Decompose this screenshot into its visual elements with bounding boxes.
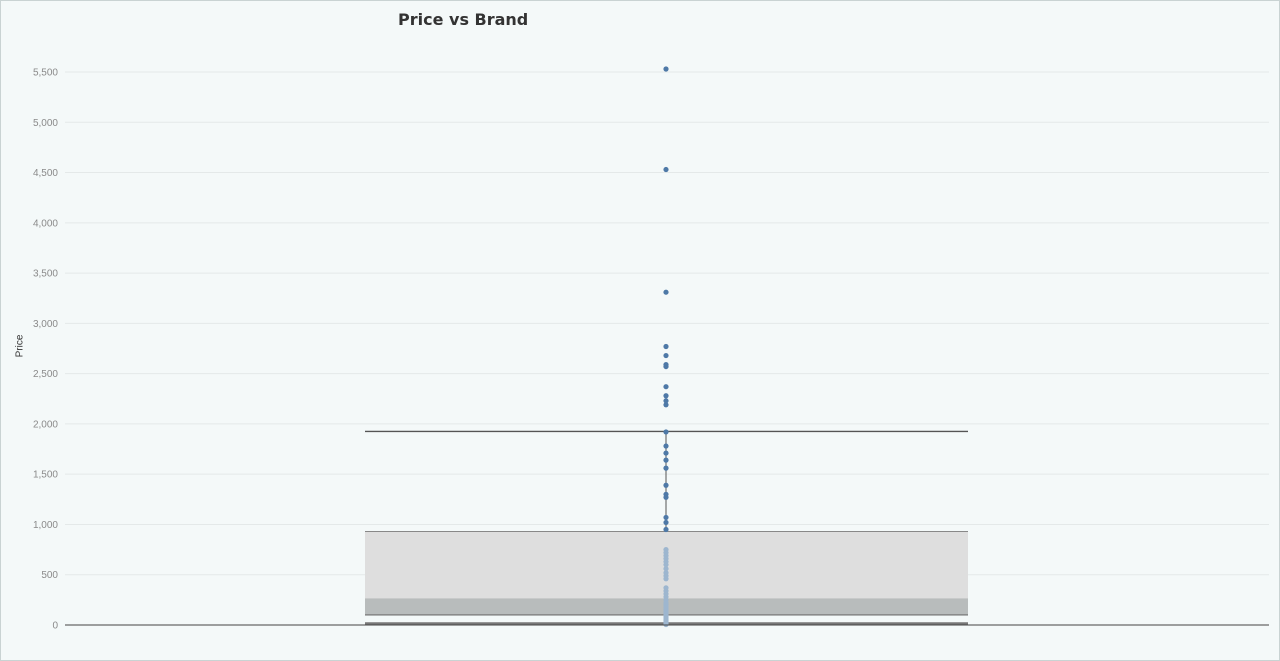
- data-point[interactable]: [663, 402, 669, 408]
- y-tick-label: 1,500: [33, 470, 58, 481]
- data-point[interactable]: [663, 526, 669, 533]
- data-point[interactable]: [663, 465, 669, 471]
- y-tick-label: 4,000: [33, 218, 58, 229]
- y-tick-label: 2,500: [33, 369, 58, 380]
- y-tick-label: 2,000: [33, 419, 58, 430]
- data-point[interactable]: [663, 166, 669, 173]
- data-point[interactable]: [663, 343, 669, 350]
- y-tick-label: 0: [52, 621, 58, 632]
- data-point[interactable]: [663, 514, 669, 521]
- data-point[interactable]: [663, 352, 669, 359]
- chart-title: Price vs Brand: [398, 10, 529, 29]
- data-point[interactable]: [663, 519, 669, 526]
- y-tick-label: 3,500: [33, 269, 58, 280]
- y-tick-label: 1,000: [33, 520, 58, 531]
- data-point[interactable]: [663, 450, 669, 456]
- data-point[interactable]: [663, 566, 669, 572]
- data-point[interactable]: [663, 429, 669, 435]
- data-point[interactable]: [663, 66, 669, 72]
- y-tick-label: 4,500: [33, 168, 58, 179]
- data-point[interactable]: [663, 562, 669, 568]
- data-point[interactable]: [663, 384, 669, 390]
- data-point[interactable]: [663, 363, 669, 370]
- data-point[interactable]: [663, 289, 669, 295]
- y-tick-label: 5,500: [33, 68, 58, 79]
- data-point[interactable]: [663, 576, 669, 582]
- y-tick-label: 5,000: [33, 118, 58, 129]
- y-tick-label: 3,000: [33, 319, 58, 330]
- data-point[interactable]: [663, 393, 669, 399]
- data-point[interactable]: [663, 457, 669, 463]
- data-point[interactable]: [663, 443, 669, 449]
- data-point[interactable]: [663, 621, 669, 628]
- data-point[interactable]: [663, 398, 669, 404]
- data-point[interactable]: [663, 494, 669, 500]
- y-tick-label: 500: [41, 570, 58, 581]
- data-point[interactable]: [663, 482, 669, 488]
